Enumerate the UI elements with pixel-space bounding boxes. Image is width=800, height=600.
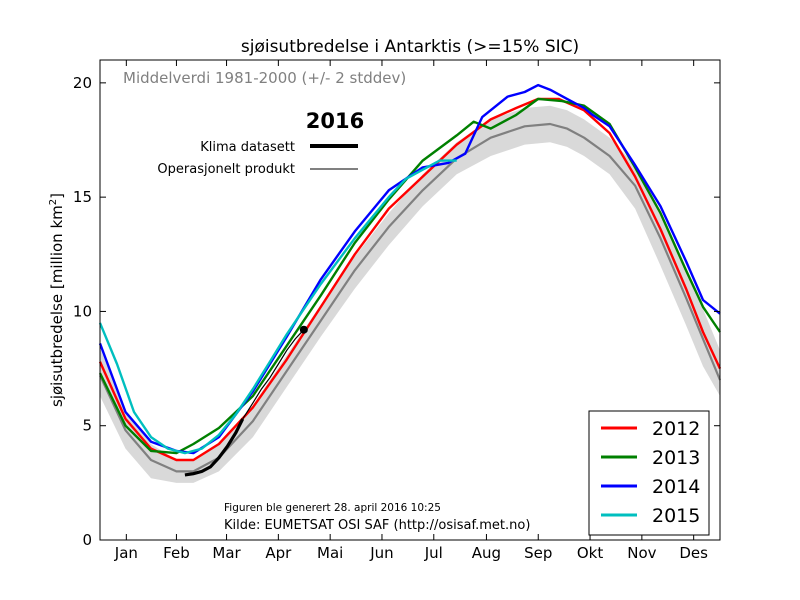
x-tick-label: Apr (265, 544, 292, 562)
legend-top-label-operasjonelt: Operasjonelt produkt (157, 162, 295, 177)
x-tick-label: Aug (472, 544, 501, 562)
x-tick-label: Mar (212, 544, 241, 562)
x-tick-label: Feb (163, 544, 190, 562)
x-tick-label: Mai (317, 544, 343, 562)
y-tick-label: 5 (82, 417, 92, 435)
y-tick-label: 15 (73, 188, 92, 206)
series-line-2016-klima (184, 418, 245, 477)
y-tick-label: 10 (73, 302, 92, 320)
mean-line-layer (99, 122, 722, 473)
highlight-year-label: 2016 (306, 109, 364, 133)
mean-line (99, 122, 722, 473)
x-tick-label: Jul (424, 544, 443, 562)
x-tick-label: Sep (524, 544, 552, 562)
y-axis-label-end: ] (48, 193, 66, 199)
legend-items: 2012 2013 2014 2015 (601, 418, 700, 527)
legend-label-2014: 2014 (652, 476, 700, 498)
legend-box: 2012 2013 2014 2015 (588, 410, 710, 536)
x-tick-label: Okt (577, 544, 603, 562)
series-layer (98, 83, 722, 462)
legend-label-2015: 2015 (652, 505, 700, 527)
legend-label-2012: 2012 (652, 418, 700, 440)
series-line-2015 (98, 159, 457, 455)
x-tick-label: Des (679, 544, 708, 562)
y-tick-label: 20 (73, 74, 92, 92)
series-2016-last-point (299, 325, 308, 334)
x-tick-label: Jun (369, 544, 393, 562)
y-axis-label: sjøisutbredelse [million km2] (48, 193, 66, 407)
legend-label-2013: 2013 (652, 447, 700, 469)
legend-top-label-klima: Klima datasett (200, 140, 295, 155)
y-axis-label-main: sjøisutbredelse [million km (48, 205, 66, 407)
chart-title: sjøisutbredelse i Antarktis (>=15% SIC) (241, 37, 579, 57)
series-line-2013 (98, 97, 721, 455)
series-line-2016-operasjonelt (242, 329, 305, 420)
y-axis-label-sup: 2 (48, 199, 59, 205)
y-axis-ticks: 0 5 10 15 20 (73, 74, 720, 549)
x-tick-label: Jan (114, 544, 138, 562)
plot-frame (99, 59, 721, 541)
x-axis-ticks: Jan Feb Mar Apr Mai Jun Jul Aug Sep Okt Nov Des (114, 60, 708, 562)
x-tick-label: Nov (627, 544, 656, 562)
mean-legend-label: Middelverdi 1981-2000 (+/- 2 stddev) (123, 69, 406, 87)
year-2016-layer (184, 325, 308, 477)
y-tick-label: 0 (82, 531, 92, 549)
footer-source: Kilde: EUMETSAT OSI SAF (http://osisaf.m… (224, 518, 530, 533)
footer-generated: Figuren ble generert 28. april 2016 10:2… (224, 502, 441, 514)
